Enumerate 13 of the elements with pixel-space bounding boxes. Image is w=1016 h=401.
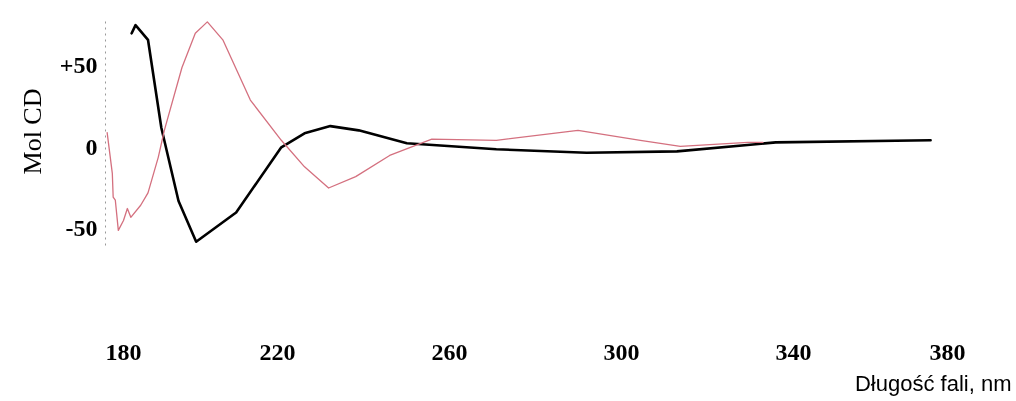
y-axis-title: Mol CD xyxy=(17,88,47,175)
line-series xyxy=(106,21,764,231)
y-tick-label: 0 xyxy=(85,133,98,160)
x-tick-label: 220 xyxy=(259,338,296,365)
x-tick-label: 340 xyxy=(775,338,812,365)
x-tick-label: 260 xyxy=(431,338,468,365)
x-tick-label: 380 xyxy=(929,338,966,365)
x-tick-label: 180 xyxy=(105,338,142,365)
x-tick-label: 300 xyxy=(603,338,640,365)
line-series xyxy=(130,23,932,244)
x-axis-title: Długość fali, nm xyxy=(854,370,1012,396)
y-tick-label: +50 xyxy=(59,52,98,79)
y-tick-label: -50 xyxy=(65,215,98,242)
